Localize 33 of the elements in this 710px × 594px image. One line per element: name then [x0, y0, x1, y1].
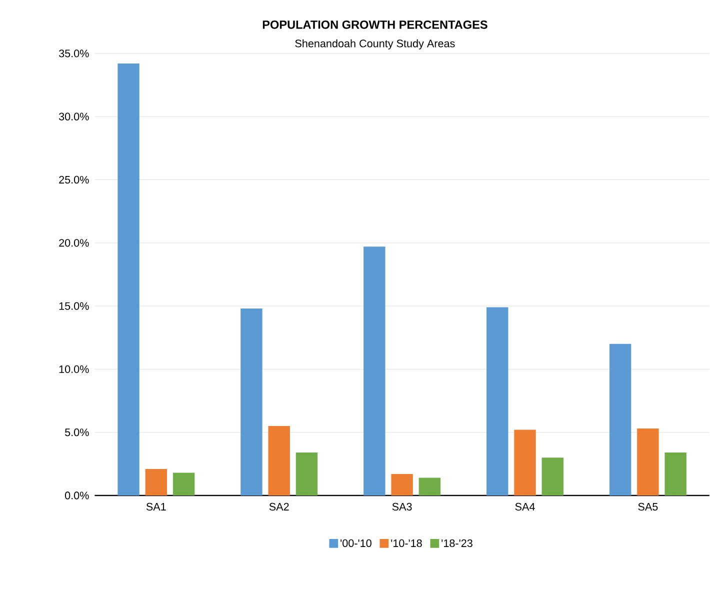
y-tick-label: 30.0%: [58, 112, 89, 120]
y-tick-label: 10.0%: [59, 365, 89, 374]
bar: [609, 344, 632, 496]
y-tick-label: 20.0%: [59, 239, 89, 247]
y-tick-label: 5.0%: [65, 428, 89, 436]
chart-title: POPULATION GROWTH PERCENTAGES: [262, 20, 488, 29]
bar: [542, 458, 564, 496]
bar: [391, 474, 413, 496]
bar: [514, 430, 536, 496]
bar: [486, 307, 508, 496]
y-tick-label: 0.0%: [64, 492, 89, 500]
x-tick-label: SA5: [638, 502, 658, 511]
legend-label: '18-'23: [442, 539, 472, 548]
bar: [637, 428, 659, 496]
bar: [145, 468, 167, 496]
legend-label: '10-'18: [391, 539, 422, 548]
bar: [240, 308, 262, 496]
bar: [172, 472, 195, 496]
legend-label: '00-'10: [340, 539, 372, 548]
bar: [418, 478, 441, 496]
bar: [296, 452, 318, 496]
x-tick-label: SA4: [515, 502, 535, 511]
y-tick-label: 25.0%: [59, 176, 89, 184]
chart-subtitle: Shenandoah County Study Areas: [295, 39, 455, 50]
x-tick-label: SA2: [269, 502, 289, 511]
y-tick-label: 35.0%: [58, 50, 89, 58]
bar: [664, 452, 686, 496]
y-tick-label: 15.0%: [59, 302, 89, 310]
x-tick-label: SA1: [146, 502, 166, 511]
x-tick-label: SA3: [392, 502, 412, 511]
bar: [364, 246, 386, 496]
bar: [268, 426, 290, 496]
bar: [118, 64, 140, 496]
